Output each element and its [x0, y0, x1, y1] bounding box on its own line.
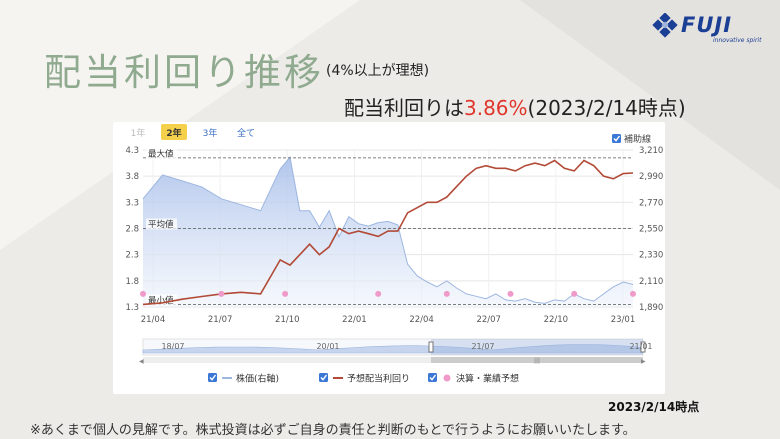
scroll-left-arrow-icon[interactable]: ◀: [139, 358, 144, 365]
y-right-tick-label: 3,210: [639, 146, 663, 156]
navigator-handle-left[interactable]: [428, 341, 434, 353]
earnings-point-6[interactable]: [571, 290, 578, 297]
chart-panel: 1年 2年 3年 全て 補助線 最大値平均値最小値 4.3 3.8 3.3 2.8 2.3 1.…: [113, 122, 665, 394]
reference-label-bg: [146, 294, 177, 306]
navigator-scrollbar-thumb[interactable]: [431, 357, 643, 363]
legend-label-1: 予想配当利回り: [347, 373, 410, 385]
y-left-tick-label: 1.3: [125, 303, 139, 313]
price-line-series: [142, 155, 634, 304]
as-of-date: 2023/2/14時点: [608, 400, 700, 414]
price-area-series: [143, 157, 633, 307]
legend-checkbox-2[interactable]: [428, 373, 437, 382]
legend-checkbox-1[interactable]: [319, 373, 328, 382]
y-right-tick-label: 2,110: [639, 277, 663, 287]
reference-label-0: 最大値: [148, 148, 174, 159]
x-tick-label: 21/07: [208, 315, 233, 325]
chart-legend: 株価(右軸) 予想配当利回り 決算・業績予想: [208, 373, 519, 385]
chart-axes: 4.3 3.8 3.3 2.8 2.3 1.8 1.3 3,210 2,990 2,770 2,55…: [125, 146, 663, 325]
navigator-label: 21/07: [471, 342, 494, 351]
headline-yield-value: 3.86%: [464, 96, 528, 120]
earnings-point-5[interactable]: [507, 290, 514, 297]
x-tick-label: 23/01: [611, 315, 636, 325]
yield-line-layer: [142, 159, 634, 306]
aux-lines-label: 補助線: [624, 133, 651, 145]
checkmark-icon: [209, 374, 217, 381]
earnings-point-3[interactable]: [375, 290, 382, 297]
range-tab-1[interactable]: 2年: [166, 127, 181, 139]
page-subtitle: (4%以上が理想): [326, 63, 430, 79]
logo-wordmark: FUJI: [681, 13, 733, 37]
checkmark-icon: [320, 374, 328, 381]
y-right-tick-label: 2,770: [639, 198, 663, 208]
earnings-point-0[interactable]: [140, 290, 146, 297]
range-tab-3[interactable]: 全て: [237, 127, 255, 139]
y-left-tick-label: 1.8: [125, 277, 139, 287]
y-left-tick-label: 3.3: [125, 198, 139, 208]
range-tabs: 1年 2年 3年 全て: [131, 124, 255, 140]
page-title: 配当利回り推移: [44, 51, 324, 94]
scroll-right-arrow-icon[interactable]: ▶: [641, 358, 646, 365]
y-right-tick-label: 2,550: [639, 225, 663, 235]
price-area-layer: [142, 155, 634, 307]
x-tick-label: 22/01: [342, 315, 367, 325]
headline-prefix: 配当利回りは: [344, 96, 464, 120]
range-tab-2[interactable]: 3年: [203, 127, 218, 139]
navigator: 18/07 20/01 21/07 21/01 ||| ◀ ▶: [139, 338, 653, 365]
headline-suffix: (2023/2/14時点): [527, 96, 686, 120]
x-tick-label: 22/10: [544, 315, 569, 325]
reference-label-2: 最小値: [148, 295, 174, 306]
reference-label-bg: [146, 218, 177, 230]
checkmark-icon: [429, 374, 437, 381]
legend-swatch-2: [443, 374, 451, 382]
reference-label-1: 平均値: [148, 219, 174, 230]
x-tick-label: 22/04: [409, 315, 434, 325]
disclaimer-text: ※あくまで個人の見解です。株式投資は必ずご自身の責任と判断のもとで行うようにお願…: [30, 423, 636, 438]
checkmark-icon: [613, 135, 621, 142]
earnings-point-7[interactable]: [630, 290, 636, 297]
navigator-selection[interactable]: [431, 339, 643, 355]
x-tick-label: 21/04: [141, 315, 166, 325]
legend-label-0: 株価(右軸): [236, 373, 279, 385]
aux-lines-checkbox[interactable]: [612, 134, 621, 143]
fuji-logo: FUJI innovative spirit: [651, 12, 766, 44]
aux-lines-toggle: 補助線: [612, 133, 651, 145]
diamond-cluster-icon: [652, 12, 678, 38]
y-left-tick-label: 4.3: [125, 146, 139, 156]
legend-label-2: 決算・業績予想: [456, 373, 519, 385]
y-right-tick-label: 2,990: [639, 172, 663, 182]
navigator-sparkline: [142, 344, 644, 354]
navigator-label: 21/01: [629, 342, 652, 351]
navigator-label: 18/07: [161, 342, 184, 351]
logo-tagline: innovative spirit: [713, 37, 762, 44]
earnings-point-2[interactable]: [282, 290, 289, 297]
scrollbar-grip-icon: |||: [534, 358, 540, 365]
yield-headline: 配当利回りは3.86%(2023/2/14時点): [344, 92, 686, 121]
earnings-point-4[interactable]: [443, 290, 450, 297]
y-left-tick-label: 3.8: [125, 172, 139, 182]
legend-checkbox-0[interactable]: [208, 373, 217, 382]
yield-line-series: [142, 159, 634, 306]
x-tick-label: 21/10: [275, 315, 300, 325]
y-right-tick-label: 2,330: [639, 251, 663, 261]
earnings-points: [140, 290, 636, 297]
y-left-tick-label: 2.8: [125, 225, 139, 235]
navigator-scrollbar[interactable]: [143, 357, 643, 363]
navigator-handle-right[interactable]: [640, 341, 646, 353]
y-right-tick-label: 1,890: [639, 303, 663, 313]
y-left-tick-label: 2.3: [125, 251, 139, 261]
navigator-label: 20/01: [316, 342, 339, 351]
reference-label-bg: [146, 147, 177, 159]
earnings-point-1[interactable]: [218, 290, 225, 297]
range-tab-0[interactable]: 1年: [131, 127, 146, 139]
range-tab-active-bg: [161, 124, 187, 140]
x-tick-label: 22/07: [476, 315, 501, 325]
